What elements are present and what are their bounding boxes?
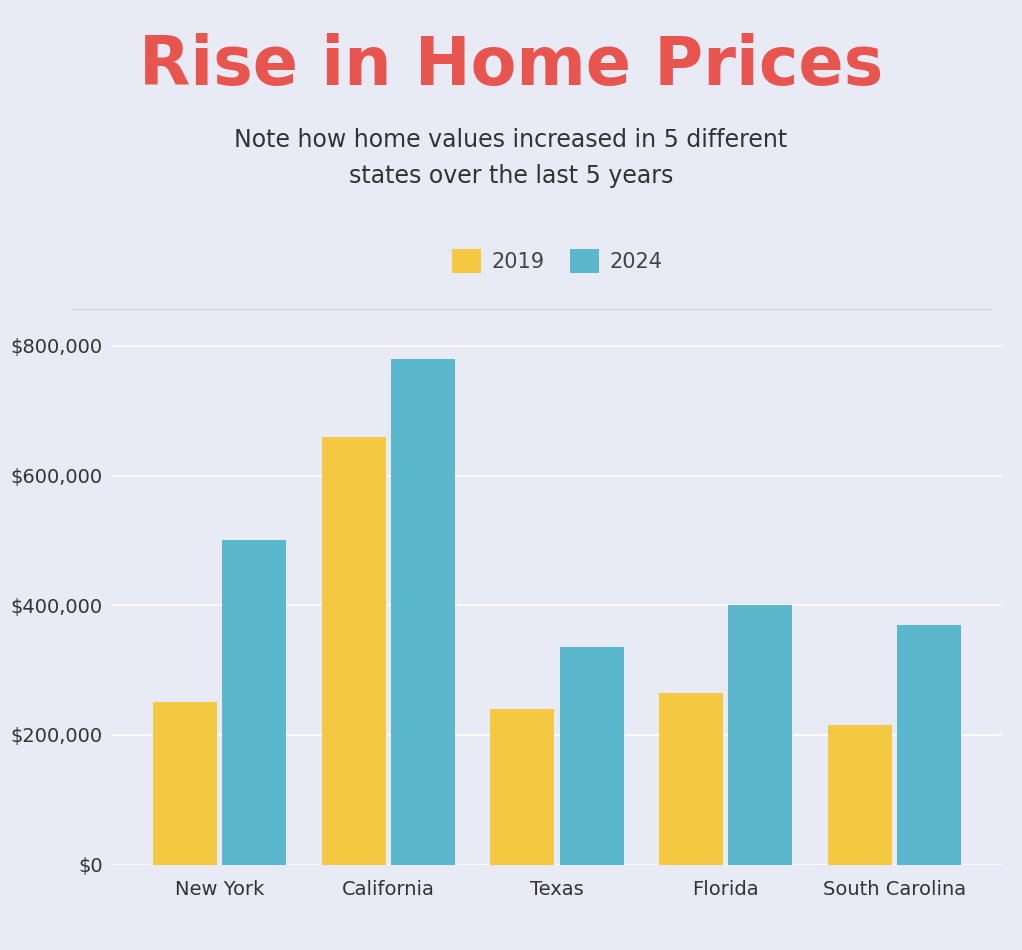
Bar	[828, 725, 892, 864]
Bar	[897, 625, 961, 864]
Bar	[659, 693, 724, 864]
Bar	[491, 709, 555, 865]
Bar	[322, 437, 385, 864]
Text: Rise in Home Prices: Rise in Home Prices	[139, 33, 883, 99]
Bar	[153, 702, 217, 864]
Text: Note how home values increased in 5 different
states over the last 5 years: Note how home values increased in 5 diff…	[234, 128, 788, 188]
Bar	[390, 359, 455, 864]
Bar	[222, 541, 286, 864]
Bar	[559, 647, 623, 864]
Bar	[729, 605, 792, 864]
Legend: 2019, 2024: 2019, 2024	[444, 240, 670, 281]
